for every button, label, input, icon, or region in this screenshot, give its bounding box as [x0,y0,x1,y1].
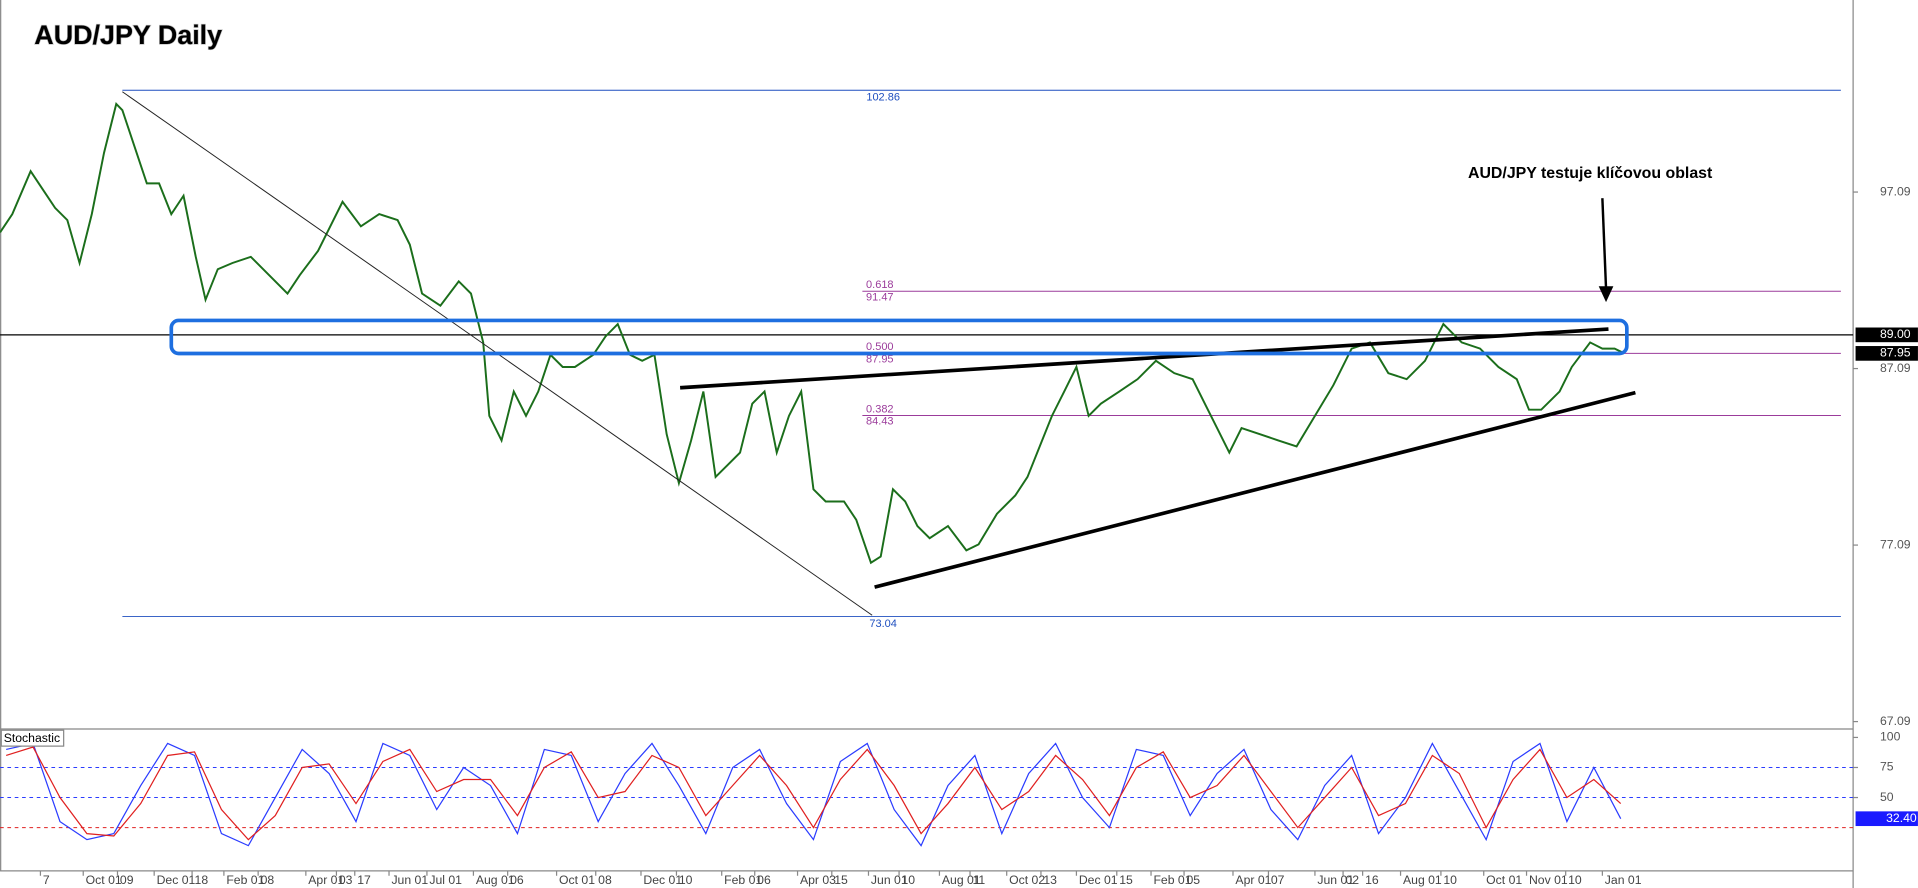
x-tick-label: Feb 01 [724,873,762,887]
x-tick-label: Apr 01 [1235,873,1271,887]
price-line [6,742,1622,847]
x-tick-label: 05 [1187,873,1201,887]
x-tick-label: Oct 02 [1009,873,1045,887]
y-tick-label: 97.09 [1880,184,1911,198]
x-tick-label: 10 [679,873,693,887]
indicator-label: Stochastic [4,731,60,745]
chart-title: AUD/JPY Daily [34,20,222,50]
x-tick-label: 06 [757,873,771,887]
annotation: AUD/JPY testuje klíčovou oblast [1468,165,1713,182]
fib-ratio: 0.618 [866,279,894,291]
x-tick-label: 10 [902,873,916,887]
x-tick-label: 7 [43,873,50,887]
x-tick-label: 15 [1119,873,1133,887]
fib-ratio: 0.500 [866,341,894,353]
y-tick-label: 67.09 [1880,714,1911,728]
price-badge [1855,327,1918,343]
fib-value: 84.43 [866,416,894,428]
x-tick-label: 09 [120,873,134,887]
trend-line-upper [680,327,1609,390]
x-tick-label: Feb 01 [1153,873,1191,887]
plot: 97.09 87.09 77.09 67.09 102.86 73.04 0.61891.4… [0,89,1918,887]
x-tick-label: 08 [261,873,275,887]
x-tick-label: 17 [357,873,371,887]
x-tick-label: 07 [1271,873,1285,887]
x-tick-label: Dec 01 [643,873,682,887]
x-tick-label: 06 [510,873,524,887]
x-tick-label: Aug 01 [942,873,981,887]
trend-line-lower [874,390,1636,589]
x-tick-label: 18 [195,873,209,887]
key-zone [169,318,1629,356]
x-tick-label: 03 [339,873,353,887]
x-tick-label: Apr 01 [308,873,344,887]
x-tick-label: Jun 01 [871,873,908,887]
fib-label: 73.04 [869,618,897,630]
x-tick-label: Dec 01 [157,873,196,887]
x-tick-label: Dec 01 [1079,873,1118,887]
price-badge-label: 89.00 [1880,327,1911,341]
x-tick-label: Aug 01 [476,873,515,887]
x-tick-label: Feb 01 [226,873,264,887]
value-badge-label: 32.40 [1886,811,1917,825]
fib-value: 91.47 [866,291,894,303]
price-badge [1855,346,1918,361]
fib-value: 87.95 [866,353,894,365]
y-tick-label: 87.09 [1880,361,1911,375]
x-tick-label: 10 [1443,873,1457,887]
x-tick-label: 11 [972,873,985,887]
y-tick-label: 77.09 [1880,537,1911,551]
value-badge [1855,811,1918,827]
x-tick-label: Nov 01 [1529,873,1568,887]
arrow-shaft [1601,198,1608,289]
x-tick-label: Oct 01 [559,873,595,887]
x-tick-label: Jan 01 [1605,873,1642,887]
x-tick-label: Jun 01 [1317,873,1354,887]
x-tick-label: Oct 01 [86,873,122,887]
x-tick-label: Oct 01 [1486,873,1522,887]
indicator-label-box [0,729,65,747]
x-tick-label: Apr 03 [800,873,836,887]
y-tick-label: 75 [1880,760,1894,774]
y-tick-label: 50 [1880,790,1894,804]
x-tick-label: 02 [1346,873,1360,887]
x-tick-label: 10 [1568,873,1582,887]
x-tick-label: Jun 01 [391,873,428,887]
price-badge-label: 87.95 [1880,346,1911,360]
fib-ratio: 0.382 [866,403,894,415]
x-tick-label: 16 [1365,873,1379,887]
x-tick-label: 13 [1043,873,1057,887]
arrow-head [1598,286,1614,303]
x-tick-label: 08 [598,873,612,887]
x-tick-label: Jul 01 [429,873,462,887]
price-line [5,746,1622,841]
x-tick-label: Aug 01 [1403,873,1442,887]
x-tick-label: 15 [834,873,848,887]
y-tick-label: 100 [1880,730,1901,744]
fib-label: 102.86 [866,91,900,103]
price-line [0,102,1625,565]
